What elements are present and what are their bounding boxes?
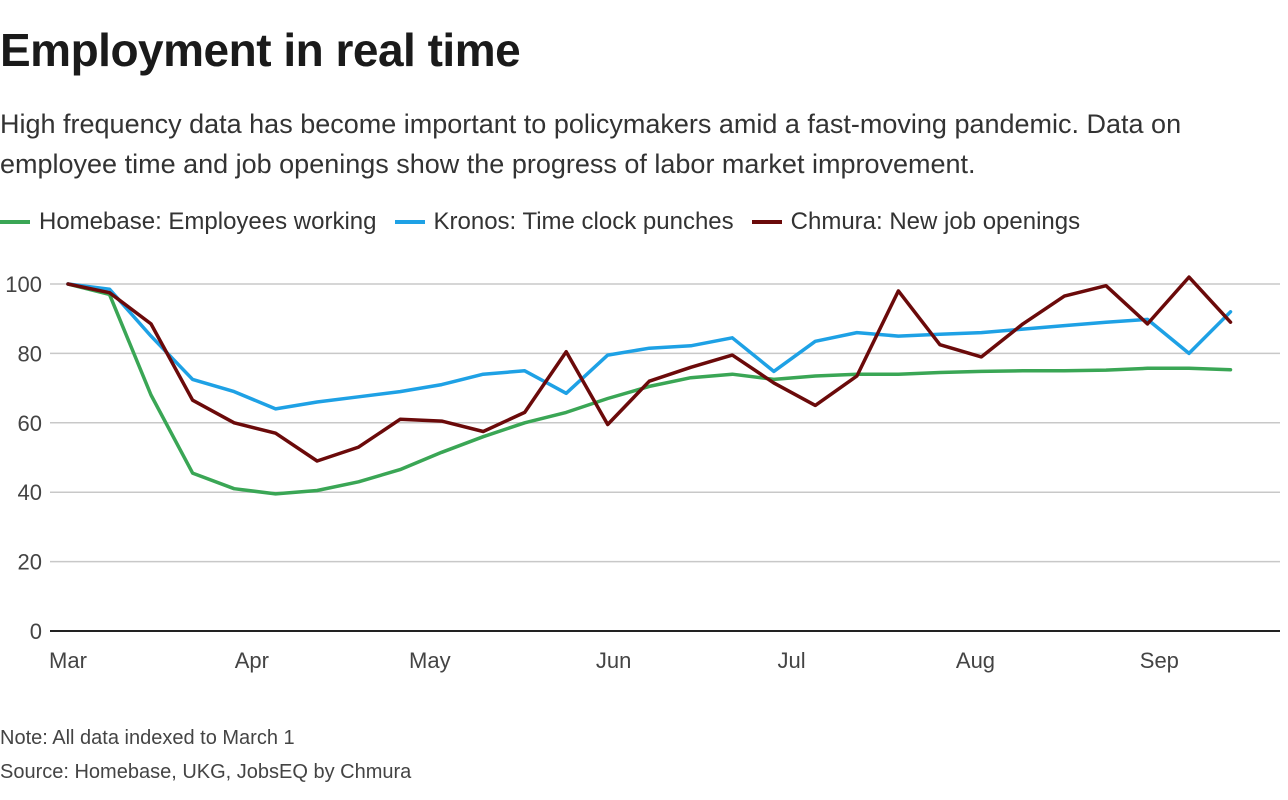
legend-item-chmura: Chmura: New job openings — [751, 208, 1081, 236]
y-tick-label-60: 60 — [18, 411, 42, 436]
y-tick-label-40: 40 — [18, 480, 42, 505]
y-tick-label-20: 20 — [18, 550, 42, 575]
legend-label-homebase: Homebase: Employees working — [39, 208, 377, 235]
x-tick-label-apr: Apr — [235, 648, 269, 673]
legend-swatch-homebase — [0, 220, 30, 224]
legend-label-chmura: Chmura: New job openings — [790, 208, 1081, 235]
x-tick-label-may: May — [409, 648, 451, 673]
x-tick-label-jun: Jun — [596, 648, 631, 673]
y-tick-label-0: 0 — [30, 619, 42, 644]
x-tick-label-mar: Mar — [49, 648, 87, 673]
series-line-chmura — [66, 275, 1233, 463]
series-line-homebase — [66, 282, 1233, 496]
x-tick-label-sep: Sep — [1140, 648, 1179, 673]
legend-swatch-kronos — [394, 220, 425, 224]
chart-title: Employment in real time — [0, 24, 521, 76]
line-chart: 0 20 40 60 80 100 Mar Apr May Jun Jul Aug Sep — [5, 272, 1280, 673]
source-note: Source: Homebase, UKG, JobsEQ by Chmura — [0, 761, 412, 783]
legend: Homebase: Employees working Kronos: Time… — [0, 206, 1098, 238]
y-tick-label-100: 100 — [5, 272, 42, 297]
series-line-kronos — [66, 282, 1233, 411]
legend-item-homebase: Homebase: Employees working — [0, 208, 377, 236]
y-tick-label-80: 80 — [18, 341, 42, 366]
x-tick-label-aug: Aug — [956, 648, 995, 673]
footnote: Note: All data indexed to March 1 — [0, 727, 295, 749]
chart-subtitle: High frequency data has become important… — [0, 109, 1182, 179]
legend-label-kronos: Kronos: Time clock punches — [433, 208, 734, 235]
legend-item-kronos: Kronos: Time clock punches — [394, 208, 734, 236]
legend-swatch-chmura — [751, 220, 782, 224]
x-tick-label-jul: Jul — [778, 648, 806, 673]
